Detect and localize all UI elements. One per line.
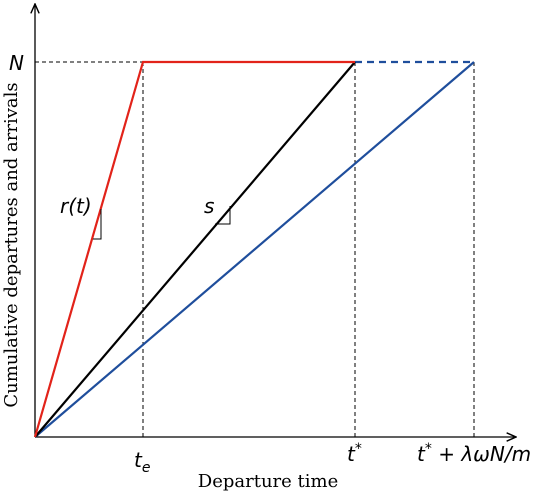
x-tick-tstar-plus-label: t* + λωN/m [417,441,531,466]
blue-arrival-line [34,61,475,438]
black-service-line [34,61,356,438]
y-tick-n-label: N [9,51,24,75]
x-tick-te-label: te [134,448,150,476]
y-axis-label: Cumulative departures and arrivals [1,82,22,407]
black-slope-triangle [215,206,231,225]
red-slope-label: r(t) [60,194,92,218]
red-slope-triangle [93,209,102,240]
red-departure-curve [33,60,355,438]
x-tick-tstar-label: t* [347,441,362,466]
black-slope-label: s [204,194,214,218]
x-axis-label: Departure time [198,471,338,492]
